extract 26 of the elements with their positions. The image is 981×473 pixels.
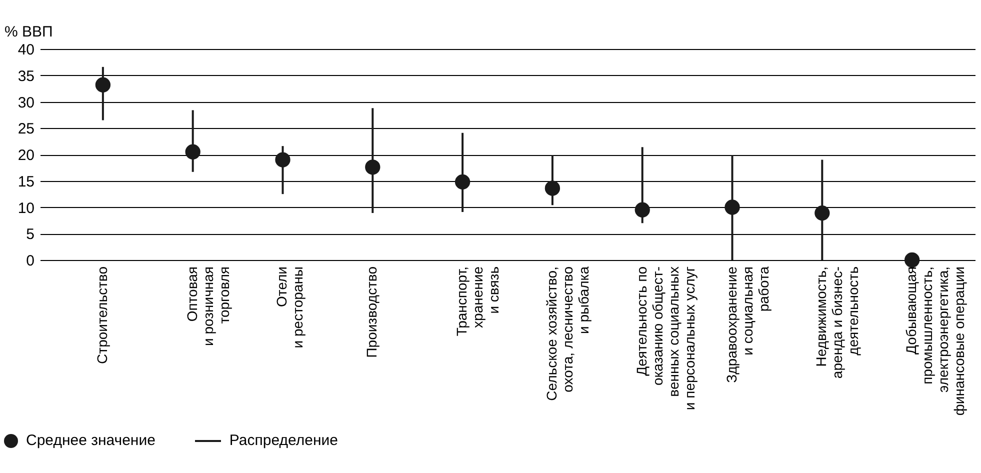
x-tick-label: Транспорт, хранение и связь (454, 266, 502, 336)
point (185, 144, 200, 160)
point (814, 205, 830, 221)
text: Распределение (229, 432, 338, 449)
point (275, 152, 290, 168)
point (634, 202, 650, 218)
x-tick-label: Оптовая и розничная торговля (184, 266, 232, 346)
point (454, 174, 470, 190)
y-tick-label: 20 (18, 147, 34, 164)
y-tick-label: 15 (18, 173, 34, 190)
y-tick-label: 35 (18, 68, 34, 85)
point (904, 252, 920, 268)
point (95, 77, 111, 92)
y-tick-label: 40 (18, 42, 34, 58)
legend-label: Среднее значение (26, 432, 156, 449)
point (365, 160, 380, 175)
x-tick-label: Строительство (94, 266, 110, 364)
y-tick-label: 5 (26, 226, 34, 244)
y-axis-title: % ВВП (4, 24, 53, 40)
point (544, 180, 560, 196)
y-tick-label: 25 (18, 120, 34, 138)
y-tick-label: 0 (26, 252, 34, 270)
point (724, 200, 740, 215)
y-tick-label: 30 (18, 94, 34, 112)
y-tick-label: 10 (18, 200, 34, 217)
x-tick-label: Производство (364, 266, 380, 358)
